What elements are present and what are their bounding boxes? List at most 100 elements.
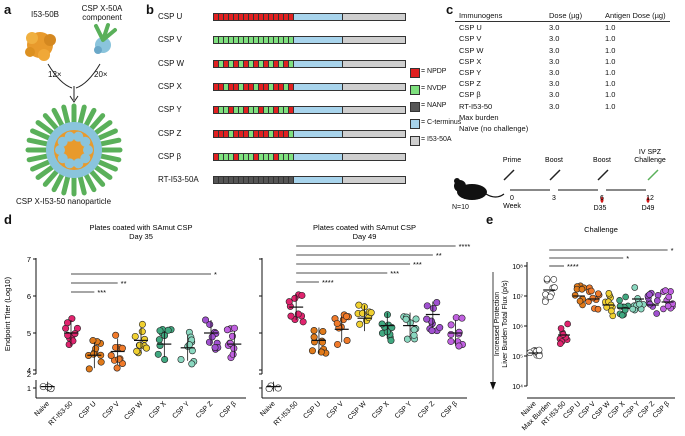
data-point — [546, 293, 554, 301]
repeat-unit — [224, 153, 229, 160]
y-tick-label: 1 — [27, 384, 31, 393]
x-tick-label: CSP β — [218, 400, 237, 419]
legend-swatch — [410, 85, 420, 95]
data-point — [226, 339, 234, 347]
data-point — [447, 330, 455, 338]
repeat-unit — [274, 83, 279, 90]
repeat-unit — [259, 153, 264, 160]
repeat-unit — [259, 107, 264, 114]
timeline-week: 3 — [552, 195, 556, 202]
data-point — [646, 291, 653, 298]
data-point — [618, 311, 626, 319]
data-point — [115, 355, 123, 363]
data-point — [343, 336, 351, 344]
data-point — [188, 360, 196, 368]
legend-swatch — [410, 136, 420, 146]
repeat-unit — [289, 107, 294, 114]
x-tick-label: RT-I53-50 — [48, 400, 75, 427]
construct-name: CSP W — [158, 58, 185, 68]
table-cell: 1.0 — [605, 23, 616, 33]
data-point — [536, 352, 543, 360]
repeat-unit — [274, 177, 279, 184]
table-cell: Max burden — [459, 112, 499, 122]
construct-bar — [213, 152, 406, 161]
data-point — [164, 326, 172, 334]
repeat-unit — [239, 107, 244, 114]
table-cell: RT-I53-50 — [459, 101, 493, 111]
data-point — [433, 299, 441, 307]
data-point — [603, 304, 610, 311]
repeat-unit — [254, 177, 259, 184]
data-point — [436, 324, 444, 332]
timeline-week: 6 — [600, 195, 604, 202]
x-tick-label: CSP β — [440, 400, 459, 419]
repeat-unit — [234, 107, 239, 114]
chart-title: Plates coated with SAmut CSP — [90, 223, 193, 232]
repeat-unit — [269, 14, 274, 20]
table-row: CSP Y 3.0 1.0 — [455, 67, 670, 78]
data-point — [112, 343, 120, 351]
significance-label: * — [671, 246, 674, 255]
data-point — [665, 293, 673, 301]
repeat-unit — [214, 14, 219, 20]
np-subunit — [64, 158, 75, 169]
data-point — [428, 327, 436, 335]
repeat-unit — [249, 177, 254, 184]
repeat-unit — [244, 153, 249, 160]
repeat-unit — [219, 130, 224, 137]
data-point — [156, 341, 164, 349]
c-terminus-segment — [294, 37, 343, 44]
construct-bar — [213, 82, 406, 91]
y-axis-label: Endpoint Titer (Log10) — [3, 276, 12, 351]
data-point — [334, 340, 342, 348]
repeat-unit — [254, 130, 259, 137]
data-point — [229, 350, 237, 358]
data-point — [605, 290, 613, 297]
repeat-unit — [219, 14, 224, 20]
significance-label: * — [214, 270, 217, 279]
data-point — [557, 325, 565, 332]
table-cell — [545, 112, 601, 123]
timeline-event-label: Boost — [545, 157, 563, 164]
repeat-unit — [234, 130, 239, 137]
table-cell: 1.0 — [605, 79, 616, 89]
comp1-label: I53-50B — [30, 10, 60, 19]
repeat-unit — [284, 107, 289, 114]
y-tick-label: 4 — [27, 366, 31, 375]
repeat-unit — [214, 107, 219, 114]
repeat-unit — [269, 153, 274, 160]
i53-50a-segment — [343, 107, 405, 114]
repeat-unit — [254, 153, 259, 160]
x-tick-label: CSP W — [123, 400, 144, 421]
repeat-unit — [239, 14, 244, 20]
repeat-unit — [219, 107, 224, 114]
legend-label: = NPDP — [421, 68, 447, 75]
csp-x-50a-protein-icon — [94, 23, 117, 54]
repeat-unit — [284, 177, 289, 184]
significance-label: ** — [121, 279, 127, 288]
syringe-icon — [503, 169, 609, 181]
table-cell: 3.0 — [549, 90, 560, 100]
data-point — [595, 290, 602, 297]
data-point — [142, 344, 150, 352]
data-point — [356, 320, 364, 328]
repeat-unit — [244, 37, 249, 44]
timeline-event-label: Boost — [593, 157, 611, 164]
table-row: CSP Z 3.0 1.0 — [455, 78, 670, 89]
repeat-unit — [289, 83, 294, 90]
data-point — [571, 291, 579, 299]
nanoparticle-illustration — [25, 23, 123, 197]
repeat-unit — [284, 60, 289, 67]
data-point — [342, 312, 350, 320]
data-point — [97, 358, 105, 366]
repeat-unit — [224, 14, 229, 20]
repeat-unit — [264, 107, 269, 114]
y-tick-label: 10⁶ — [512, 324, 523, 331]
data-point — [412, 315, 420, 323]
repeat-unit — [269, 83, 274, 90]
timeline-week: 12 — [646, 195, 654, 202]
i53-50b-protein-icon — [25, 32, 56, 61]
repeat-unit — [249, 130, 254, 137]
repeat-unit — [249, 14, 254, 20]
